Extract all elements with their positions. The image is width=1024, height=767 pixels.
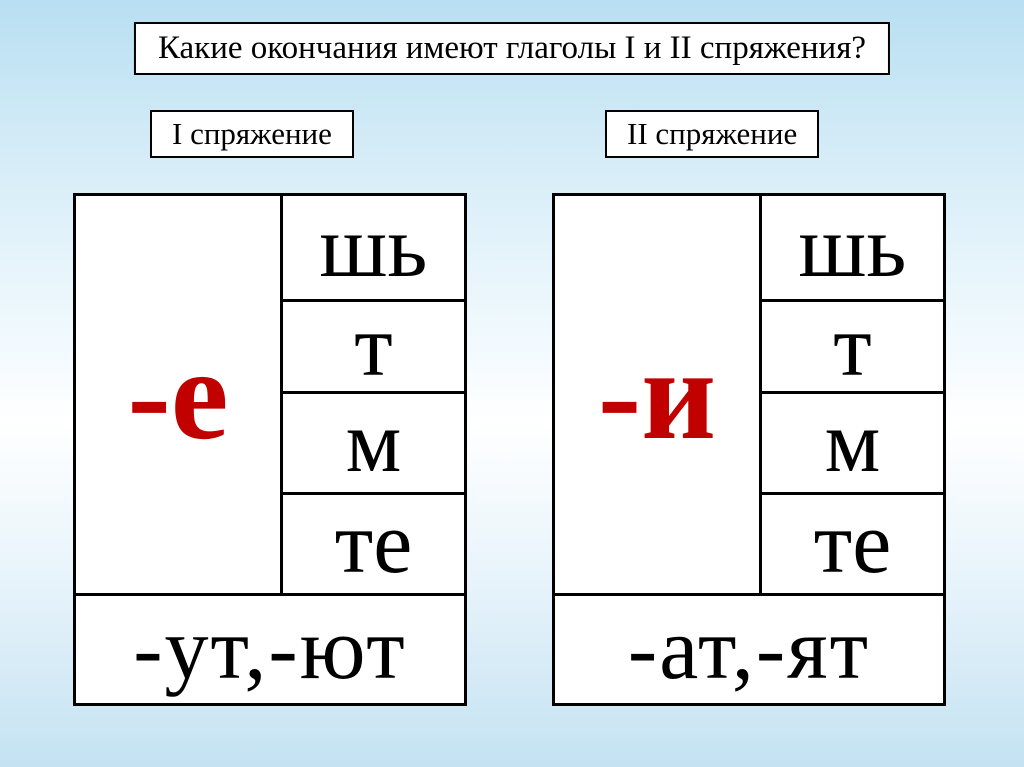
conjugation-1-vowel-cell: -е — [76, 196, 283, 596]
question-title: Какие окончания имеют глаголы I и II спр… — [134, 22, 890, 75]
conjugation-2-label: II спряжение — [605, 110, 819, 158]
conjugation-2-plural: -ат,-ят — [555, 596, 946, 706]
conjugation-1-table: -е шь т м те -ут,-ют — [73, 193, 467, 706]
conjugation-1-vowel: -е — [128, 330, 229, 460]
conjugation-1-plural: -ут,-ют — [76, 596, 467, 706]
conjugation-2-suffix-sh: шь — [762, 196, 946, 302]
conjugation-2-suffix-te: те — [762, 495, 946, 596]
conjugation-1-suffix-sh: шь — [283, 196, 467, 302]
conjugation-2-vowel-cell: -и — [555, 196, 762, 596]
conjugation-2-vowel: -и — [598, 330, 716, 460]
conjugation-1-suffix-m: м — [283, 394, 467, 495]
conjugation-2-suffix-m: м — [762, 394, 946, 495]
conjugation-1-label: I спряжение — [150, 110, 354, 158]
conjugation-2-suffix-t: т — [762, 302, 946, 394]
conjugation-2-table: -и шь т м те -ат,-ят — [552, 193, 946, 706]
conjugation-1-suffix-te: те — [283, 495, 467, 596]
conjugation-1-suffix-t: т — [283, 302, 467, 394]
